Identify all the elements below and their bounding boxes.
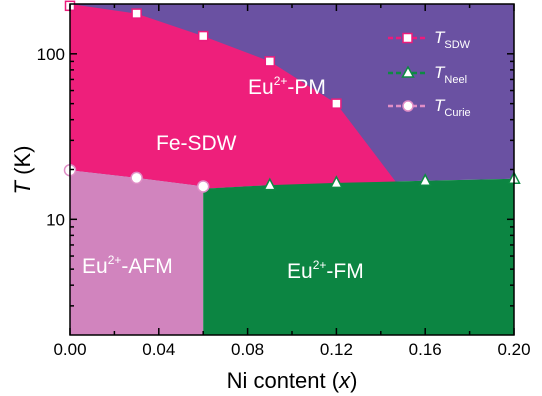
y-tick-label: 100	[37, 45, 65, 64]
legend-item-t-neel: TNeel	[388, 63, 467, 86]
legend-label-t-curie: TCurie	[434, 96, 471, 119]
phase-regions	[70, 4, 514, 335]
legend-triangle-marker	[401, 65, 415, 78]
tick-labels: 0.00 0.04 0.08 0.12 0.16 0.20 10 100	[37, 45, 531, 359]
marker-t-curie	[130, 171, 143, 185]
x-tick-label: 0.12	[320, 340, 353, 359]
marker-t-sdw	[331, 98, 342, 109]
legend-item-t-sdw: TSDW	[388, 28, 471, 51]
region-label-fm: Eu2+-FM	[287, 258, 364, 283]
marker-t-sdw	[264, 56, 276, 67]
marker-t-sdw	[131, 8, 142, 19]
axis-ticks	[69, 4, 515, 335]
legend-square-marker	[402, 32, 413, 44]
legend-circle-marker	[402, 100, 414, 112]
region-label-pm: Eu2+-PM	[248, 74, 326, 99]
legend-label-t-sdw: TSDW	[434, 28, 471, 51]
marker-t-neel	[329, 175, 344, 189]
x-tick-label: 0.00	[53, 340, 86, 359]
x-tick-label: 0.04	[142, 340, 175, 359]
region-labels: Eu2+-PM Fe-SDW Eu2+-AFM Eu2+-FM	[82, 74, 364, 283]
marker-t-curie	[196, 180, 210, 193]
region-eu2-afm	[70, 170, 204, 335]
x-tick-label: 0.08	[231, 340, 264, 359]
marker-t-neel	[418, 173, 432, 187]
region-label-afm: Eu2+-AFM	[82, 253, 173, 278]
x-tick-label: 0.16	[409, 340, 442, 359]
x-axis-label: Ni content (x)	[227, 368, 358, 393]
region-fe-sdw	[70, 4, 399, 189]
region-label-sdw: Fe-SDW	[156, 132, 237, 155]
marker-t-sdw	[197, 30, 209, 42]
y-tick-label: 10	[46, 210, 65, 229]
region-eu2-fm	[203, 178, 514, 335]
legend-item-t-curie: TCurie	[388, 96, 471, 119]
marker-t-neel	[263, 177, 277, 191]
legend-label-t-neel: TNeel	[434, 63, 467, 86]
legend: TSDW TNeel TCurie	[388, 28, 471, 119]
x-tick-label: 0.20	[497, 340, 530, 359]
y-axis-label: T (K)	[10, 146, 35, 195]
